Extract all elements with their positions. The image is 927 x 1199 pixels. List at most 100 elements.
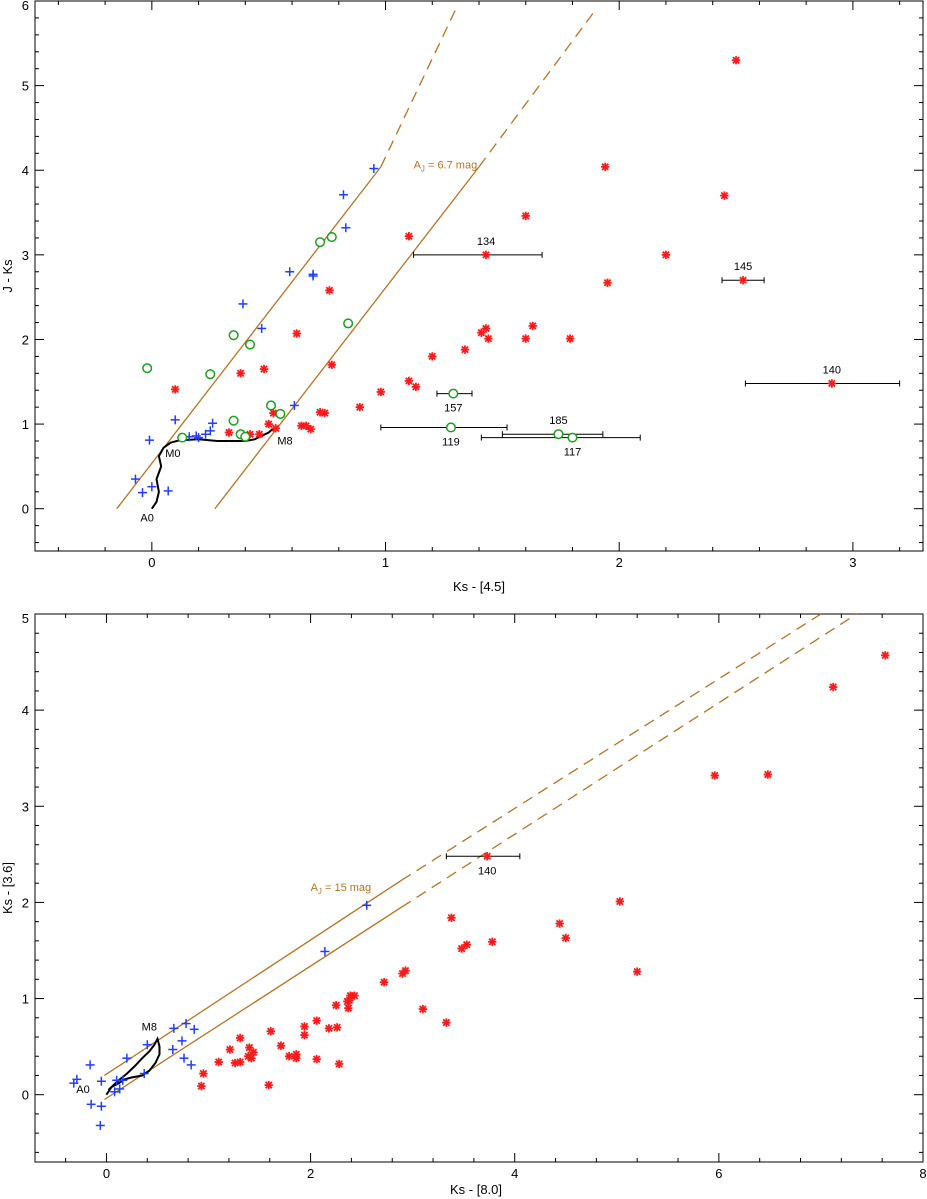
top-plus-point [338, 190, 348, 200]
bottom-star-point [300, 1022, 309, 1031]
top-data-points [130, 56, 837, 498]
bottom-y-tick-label: 3 [22, 799, 29, 814]
top-source-id-label: 185 [549, 415, 567, 427]
top-track-labels: A0 M0 M8 [140, 435, 292, 524]
bottom-reddening-line-dashed [401, 613, 858, 908]
top-labeled-circle-point [448, 388, 459, 399]
bottom-plus-point [85, 1060, 95, 1070]
top-star-point [603, 278, 612, 287]
top-plus-point [257, 323, 267, 333]
top-plus-point [194, 433, 204, 443]
top-circle-point [326, 232, 337, 243]
top-star-point [521, 211, 530, 221]
bottom-star-point [447, 913, 456, 923]
top-star-point [355, 402, 365, 412]
top-y-tick-label: 3 [22, 248, 29, 263]
bottom-y-axis-label: Ks - [3.6] [0, 862, 15, 914]
top-reddening-line-dashed [478, 9, 597, 168]
bottom-plus-point [142, 1040, 152, 1050]
top-star-point [255, 430, 264, 439]
bottom-plus-point [179, 1053, 189, 1063]
bottom-star-point [828, 682, 838, 692]
bottom-plus-point [186, 1060, 196, 1070]
top-reddening-label-main: A [414, 160, 422, 172]
top-plus-point [130, 474, 140, 484]
bottom-source-id-label: 140 [478, 865, 496, 877]
top-reddening-label-sub: J [421, 165, 425, 174]
top-reddening-line [214, 166, 480, 510]
bottom-star-point [334, 1059, 344, 1069]
top-circle-point [275, 408, 286, 419]
bottom-star-point [442, 1018, 451, 1027]
top-star-point [376, 387, 386, 397]
bottom-star-point [199, 1069, 208, 1078]
top-star-point [271, 424, 280, 433]
top-star-point [428, 352, 437, 361]
top-circle-point [240, 431, 251, 442]
bottom-plot-frame [34, 613, 924, 1163]
top-star-point [292, 329, 301, 338]
top-y-tick-label: 4 [22, 163, 29, 178]
bottom-star-point [266, 1027, 275, 1036]
bottom-star-point [343, 997, 352, 1006]
bottom-plus-point [96, 1076, 106, 1086]
top-plot-frame [34, 0, 924, 552]
bottom-plus-point [177, 1036, 187, 1046]
bottom-plus-point [118, 1075, 128, 1085]
bottom-star-point [710, 771, 719, 780]
bottom-star-point [561, 933, 570, 943]
bottom-star-point [881, 651, 890, 660]
top-star-point [297, 421, 306, 430]
top-star-point [477, 328, 486, 337]
top-circle-point [244, 339, 256, 350]
top-labeled-circle-point [567, 432, 578, 443]
top-labeled-star-point [827, 379, 837, 388]
top-star-point [264, 419, 273, 429]
bottom-star-point [331, 1001, 341, 1010]
bottom-x-axis-label: Ks - [8.0] [450, 1182, 502, 1197]
top-panel: 0 1 2 3 0 1 2 3 4 5 6 Ks - [4.5] J - Ks AJ = 6.7 m… [0, 0, 924, 594]
bottom-star-point [555, 919, 564, 928]
top-star-point [325, 286, 334, 295]
bottom-reddening-label-sub: J [318, 887, 322, 896]
top-plus-point [369, 164, 379, 174]
bottom-tick-labels: 0 2 4 6 8 0 1 2 3 4 5 [22, 611, 927, 1181]
top-star-point [661, 250, 671, 260]
top-star-point [600, 162, 610, 172]
bottom-track-label: M8 [142, 1021, 157, 1033]
top-star-point [236, 369, 245, 378]
bottom-x-tick-label: 6 [715, 1166, 722, 1181]
bottom-plus-point [139, 1069, 149, 1079]
bottom-plus-point [95, 1120, 105, 1130]
top-y-axis-label: J - Ks [0, 259, 15, 293]
top-y-tick-label: 2 [22, 332, 29, 347]
bottom-plus-point [189, 1024, 199, 1034]
top-reddening-line [116, 166, 382, 510]
top-plus-point [205, 426, 215, 436]
top-circle-point [177, 432, 188, 443]
top-circle-point [315, 237, 326, 248]
top-y-tick-label: 1 [22, 417, 29, 432]
bottom-star-point [230, 1058, 240, 1068]
top-plus-point [341, 223, 351, 233]
bottom-error-bar-labels: 140 [478, 865, 496, 877]
bottom-plus-point [320, 946, 330, 956]
bottom-star-point [276, 1041, 286, 1050]
top-star-point [528, 321, 537, 331]
top-plus-point [285, 267, 295, 277]
top-labeled-star-point [738, 276, 748, 285]
bottom-star-point [332, 1023, 342, 1032]
top-source-id-label: 157 [444, 403, 462, 415]
top-star-point [404, 376, 414, 386]
top-plus-point [137, 488, 147, 498]
top-plus-point [238, 299, 248, 309]
bottom-track-label: A0 [76, 1084, 89, 1096]
top-plus-point [170, 415, 180, 425]
top-star-point [460, 345, 470, 354]
bottom-star-point [225, 1045, 235, 1054]
top-track-label: A0 [140, 512, 153, 524]
bottom-x-tick-label: 2 [307, 1166, 314, 1181]
top-labeled-circle-point [445, 422, 457, 433]
top-star-point [224, 428, 234, 437]
